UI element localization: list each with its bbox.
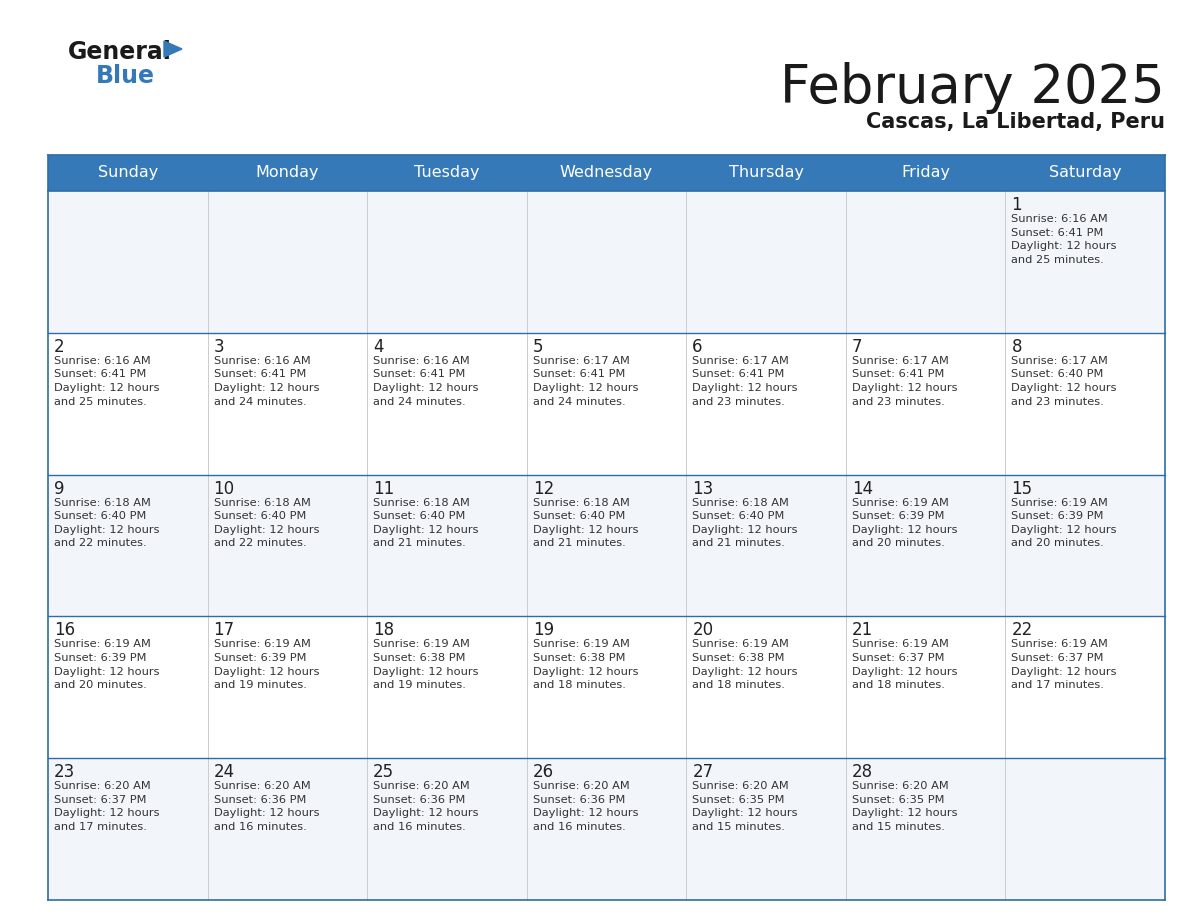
Text: 9: 9 — [53, 479, 64, 498]
Text: 19: 19 — [532, 621, 554, 640]
Text: Sunrise: 6:16 AM
Sunset: 6:41 PM
Daylight: 12 hours
and 24 minutes.: Sunrise: 6:16 AM Sunset: 6:41 PM Dayligh… — [373, 356, 479, 407]
Text: Blue: Blue — [96, 64, 154, 88]
Text: Sunrise: 6:16 AM
Sunset: 6:41 PM
Daylight: 12 hours
and 25 minutes.: Sunrise: 6:16 AM Sunset: 6:41 PM Dayligh… — [53, 356, 159, 407]
Text: Sunrise: 6:18 AM
Sunset: 6:40 PM
Daylight: 12 hours
and 22 minutes.: Sunrise: 6:18 AM Sunset: 6:40 PM Dayligh… — [214, 498, 320, 548]
Text: Sunrise: 6:19 AM
Sunset: 6:39 PM
Daylight: 12 hours
and 20 minutes.: Sunrise: 6:19 AM Sunset: 6:39 PM Dayligh… — [1011, 498, 1117, 548]
Text: 17: 17 — [214, 621, 235, 640]
Text: Sunrise: 6:17 AM
Sunset: 6:41 PM
Daylight: 12 hours
and 23 minutes.: Sunrise: 6:17 AM Sunset: 6:41 PM Dayligh… — [852, 356, 958, 407]
Text: 20: 20 — [693, 621, 714, 640]
Text: 16: 16 — [53, 621, 75, 640]
Text: Sunday: Sunday — [97, 165, 158, 181]
Text: 4: 4 — [373, 338, 384, 356]
Text: 2: 2 — [53, 338, 64, 356]
Text: 12: 12 — [532, 479, 554, 498]
Text: Sunrise: 6:18 AM
Sunset: 6:40 PM
Daylight: 12 hours
and 21 minutes.: Sunrise: 6:18 AM Sunset: 6:40 PM Dayligh… — [532, 498, 638, 548]
Text: 21: 21 — [852, 621, 873, 640]
Text: Cascas, La Libertad, Peru: Cascas, La Libertad, Peru — [866, 112, 1165, 132]
Text: Sunrise: 6:18 AM
Sunset: 6:40 PM
Daylight: 12 hours
and 22 minutes.: Sunrise: 6:18 AM Sunset: 6:40 PM Dayligh… — [53, 498, 159, 548]
Text: 18: 18 — [373, 621, 394, 640]
Text: Sunrise: 6:19 AM
Sunset: 6:38 PM
Daylight: 12 hours
and 18 minutes.: Sunrise: 6:19 AM Sunset: 6:38 PM Dayligh… — [693, 640, 798, 690]
Text: Monday: Monday — [255, 165, 320, 181]
Text: 24: 24 — [214, 763, 235, 781]
Text: 15: 15 — [1011, 479, 1032, 498]
Text: 25: 25 — [373, 763, 394, 781]
Text: 10: 10 — [214, 479, 235, 498]
Text: 8: 8 — [1011, 338, 1022, 356]
Text: 1: 1 — [1011, 196, 1022, 214]
Text: Sunrise: 6:20 AM
Sunset: 6:36 PM
Daylight: 12 hours
and 16 minutes.: Sunrise: 6:20 AM Sunset: 6:36 PM Dayligh… — [373, 781, 479, 832]
Polygon shape — [164, 41, 182, 57]
Text: 23: 23 — [53, 763, 75, 781]
Text: 11: 11 — [373, 479, 394, 498]
Text: 26: 26 — [532, 763, 554, 781]
Text: 6: 6 — [693, 338, 703, 356]
Text: 27: 27 — [693, 763, 714, 781]
Bar — [48, 333, 1165, 475]
Text: Sunrise: 6:19 AM
Sunset: 6:39 PM
Daylight: 12 hours
and 19 minutes.: Sunrise: 6:19 AM Sunset: 6:39 PM Dayligh… — [214, 640, 320, 690]
Text: 3: 3 — [214, 338, 225, 356]
Text: Sunrise: 6:18 AM
Sunset: 6:40 PM
Daylight: 12 hours
and 21 minutes.: Sunrise: 6:18 AM Sunset: 6:40 PM Dayligh… — [693, 498, 798, 548]
Text: Friday: Friday — [902, 165, 950, 181]
Bar — [48, 616, 1165, 758]
Text: Sunrise: 6:16 AM
Sunset: 6:41 PM
Daylight: 12 hours
and 25 minutes.: Sunrise: 6:16 AM Sunset: 6:41 PM Dayligh… — [1011, 214, 1117, 264]
Text: 14: 14 — [852, 479, 873, 498]
Text: Sunrise: 6:17 AM
Sunset: 6:40 PM
Daylight: 12 hours
and 23 minutes.: Sunrise: 6:17 AM Sunset: 6:40 PM Dayligh… — [1011, 356, 1117, 407]
Text: Sunrise: 6:20 AM
Sunset: 6:35 PM
Daylight: 12 hours
and 15 minutes.: Sunrise: 6:20 AM Sunset: 6:35 PM Dayligh… — [693, 781, 798, 832]
Text: Sunrise: 6:19 AM
Sunset: 6:39 PM
Daylight: 12 hours
and 20 minutes.: Sunrise: 6:19 AM Sunset: 6:39 PM Dayligh… — [53, 640, 159, 690]
Text: Sunrise: 6:19 AM
Sunset: 6:39 PM
Daylight: 12 hours
and 20 minutes.: Sunrise: 6:19 AM Sunset: 6:39 PM Dayligh… — [852, 498, 958, 548]
Text: Sunrise: 6:19 AM
Sunset: 6:38 PM
Daylight: 12 hours
and 19 minutes.: Sunrise: 6:19 AM Sunset: 6:38 PM Dayligh… — [373, 640, 479, 690]
Bar — [48, 475, 1165, 616]
Text: Saturday: Saturday — [1049, 165, 1121, 181]
Text: Sunrise: 6:18 AM
Sunset: 6:40 PM
Daylight: 12 hours
and 21 minutes.: Sunrise: 6:18 AM Sunset: 6:40 PM Dayligh… — [373, 498, 479, 548]
Text: Tuesday: Tuesday — [415, 165, 480, 181]
Text: 5: 5 — [532, 338, 543, 356]
Bar — [48, 191, 1165, 333]
Text: Wednesday: Wednesday — [560, 165, 653, 181]
Text: Sunrise: 6:17 AM
Sunset: 6:41 PM
Daylight: 12 hours
and 23 minutes.: Sunrise: 6:17 AM Sunset: 6:41 PM Dayligh… — [693, 356, 798, 407]
Bar — [48, 758, 1165, 900]
Text: Sunrise: 6:16 AM
Sunset: 6:41 PM
Daylight: 12 hours
and 24 minutes.: Sunrise: 6:16 AM Sunset: 6:41 PM Dayligh… — [214, 356, 320, 407]
Text: 7: 7 — [852, 338, 862, 356]
Text: Sunrise: 6:20 AM
Sunset: 6:36 PM
Daylight: 12 hours
and 16 minutes.: Sunrise: 6:20 AM Sunset: 6:36 PM Dayligh… — [214, 781, 320, 832]
Text: General: General — [68, 40, 172, 64]
Text: Sunrise: 6:19 AM
Sunset: 6:37 PM
Daylight: 12 hours
and 18 minutes.: Sunrise: 6:19 AM Sunset: 6:37 PM Dayligh… — [852, 640, 958, 690]
Text: Sunrise: 6:19 AM
Sunset: 6:37 PM
Daylight: 12 hours
and 17 minutes.: Sunrise: 6:19 AM Sunset: 6:37 PM Dayligh… — [1011, 640, 1117, 690]
Text: February 2025: February 2025 — [781, 62, 1165, 114]
Text: 13: 13 — [693, 479, 714, 498]
Text: 22: 22 — [1011, 621, 1032, 640]
Bar — [48, 155, 1165, 191]
Text: Sunrise: 6:19 AM
Sunset: 6:38 PM
Daylight: 12 hours
and 18 minutes.: Sunrise: 6:19 AM Sunset: 6:38 PM Dayligh… — [532, 640, 638, 690]
Text: Sunrise: 6:20 AM
Sunset: 6:35 PM
Daylight: 12 hours
and 15 minutes.: Sunrise: 6:20 AM Sunset: 6:35 PM Dayligh… — [852, 781, 958, 832]
Text: Sunrise: 6:20 AM
Sunset: 6:36 PM
Daylight: 12 hours
and 16 minutes.: Sunrise: 6:20 AM Sunset: 6:36 PM Dayligh… — [532, 781, 638, 832]
Text: Sunrise: 6:20 AM
Sunset: 6:37 PM
Daylight: 12 hours
and 17 minutes.: Sunrise: 6:20 AM Sunset: 6:37 PM Dayligh… — [53, 781, 159, 832]
Text: 28: 28 — [852, 763, 873, 781]
Text: Sunrise: 6:17 AM
Sunset: 6:41 PM
Daylight: 12 hours
and 24 minutes.: Sunrise: 6:17 AM Sunset: 6:41 PM Dayligh… — [532, 356, 638, 407]
Text: Thursday: Thursday — [728, 165, 803, 181]
